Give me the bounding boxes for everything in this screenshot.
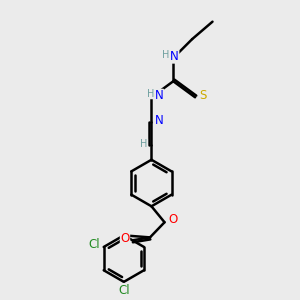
- Text: S: S: [200, 89, 207, 102]
- Text: Cl: Cl: [118, 284, 130, 296]
- Text: H: H: [140, 139, 148, 149]
- Text: O: O: [120, 232, 130, 245]
- Text: H: H: [147, 89, 154, 99]
- Text: O: O: [168, 213, 177, 226]
- Text: N: N: [170, 50, 179, 63]
- Text: N: N: [154, 114, 164, 127]
- Text: H: H: [162, 50, 169, 59]
- Text: Cl: Cl: [88, 238, 100, 250]
- Text: N: N: [154, 89, 164, 102]
